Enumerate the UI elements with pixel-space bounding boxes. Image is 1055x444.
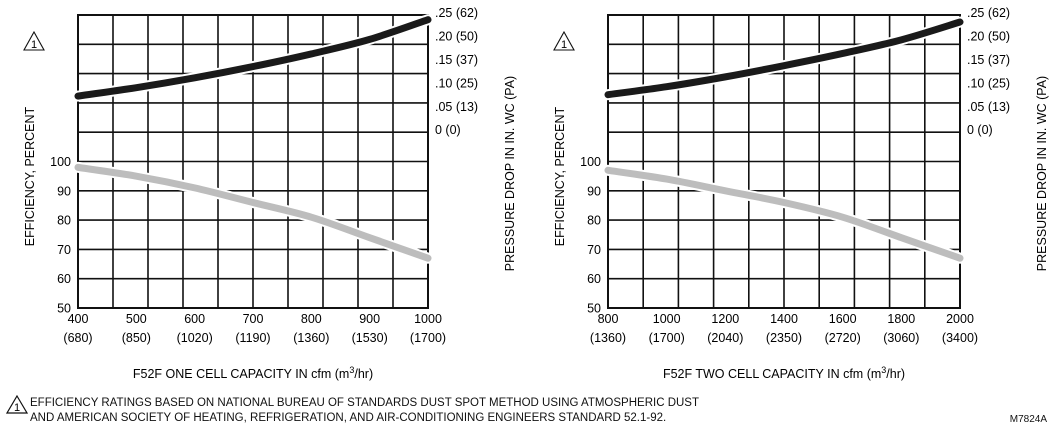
chart2-x-tick-metric-label: (2350) <box>766 331 802 345</box>
chart1-efficiency-tick-label: 50 <box>57 302 71 316</box>
chart2-plot-frame <box>607 14 961 309</box>
chart1-x-tick-label: 500 <box>126 312 147 326</box>
chart1-x-tick-metric-label: (1530) <box>352 331 388 345</box>
chart2-pressure-tick-label: 0 (0) <box>967 123 993 137</box>
chart1-pressure-tick-label: .10 (25) <box>435 76 478 90</box>
chart1-pressure-axis-label: PRESSURE DROP IN IN. WC (PA) <box>503 76 517 271</box>
chart2-efficiency-axis-label: EFFICIENCY, PERCENT <box>553 106 567 246</box>
chart1-x-tick-label: 1000 <box>414 312 442 326</box>
chart2-pressure_drop-line <box>604 18 964 99</box>
chart2-x-tick-metric-label: (1360) <box>590 331 626 345</box>
chart1-x-tick-label: 600 <box>184 312 205 326</box>
chart1-efficiency-tick-label: 70 <box>57 243 71 257</box>
chart2-efficiency-tick-label: 70 <box>587 243 601 257</box>
chart2-pressure-axis-label: PRESSURE DROP IN IN. WC (PA) <box>1035 76 1049 271</box>
chart1-efficiency-tick-label: 80 <box>57 214 71 228</box>
chart1-x-tick-label: 400 <box>68 312 89 326</box>
chart2-x-tick-label: 1200 <box>711 312 739 326</box>
chart1-x-tick-metric-label: (850) <box>122 331 151 345</box>
chart1-x-tick-metric-label: (1360) <box>293 331 329 345</box>
chart1-efficiency-line <box>74 163 432 262</box>
chart2-x-tick-label: 1600 <box>829 312 857 326</box>
footnote-line-2: AND AMERICAN SOCIETY OF HEATING, REFRIGE… <box>30 412 667 424</box>
footnote-triangle-icon: 1 <box>6 395 28 414</box>
chart2-x-tick-label: 1400 <box>770 312 798 326</box>
chart1-efficiency-axis-label: EFFICIENCY, PERCENT <box>23 106 37 246</box>
chart2-efficiency-line <box>604 166 964 262</box>
chart2-footnote-marker: 1 <box>561 39 567 51</box>
chart2-x-tick-label: 800 <box>598 312 619 326</box>
chart1-pressure_drop-line <box>74 16 432 100</box>
chart1-x-tick-label: 700 <box>243 312 264 326</box>
chart2-footnote-triangle-icon <box>553 30 575 51</box>
chart2-x-tick-metric-label: (2040) <box>707 331 743 345</box>
chart1-pressure-tick-label: 0 (0) <box>435 123 461 137</box>
chart2-pressure-tick-label: .20 (50) <box>967 29 1010 43</box>
chart1-x-tick-metric-label: (680) <box>63 331 92 345</box>
figure-code: M7824A <box>1009 414 1047 425</box>
chart2-efficiency-tick-label: 90 <box>587 184 601 198</box>
footnote-marker: 1 <box>14 402 20 414</box>
chart2-pressure-tick-label: .15 (37) <box>967 53 1010 67</box>
chart1-footnote-triangle-icon <box>23 30 45 51</box>
chart2-efficiency-tick-label: 50 <box>587 302 601 316</box>
chart1-plot-frame <box>77 14 429 309</box>
chart2-x-tick-label: 2000 <box>946 312 974 326</box>
chart1-efficiency-tick-label: 90 <box>57 184 71 198</box>
chart1-x-tick-label: 900 <box>359 312 380 326</box>
chart1-efficiency-tick-label: 60 <box>57 272 71 286</box>
chart2-efficiency-tick-label: 80 <box>587 214 601 228</box>
chart2-pressure-tick-label: .05 (13) <box>967 100 1010 114</box>
chart1-x-axis-label: F52F ONE CELL CAPACITY IN cfm (m3/hr) <box>133 365 373 381</box>
chart2-x-tick-label: 1800 <box>887 312 915 326</box>
chart2-x-tick-metric-label: (3400) <box>942 331 978 345</box>
chart1-x-tick-label: 800 <box>301 312 322 326</box>
chart1-pressure-tick-label: .15 (37) <box>435 53 478 67</box>
chart2-x-tick-metric-label: (1700) <box>649 331 685 345</box>
chart2-efficiency-tick-label: 60 <box>587 272 601 286</box>
chart2-pressure-tick-label: .25 (62) <box>967 6 1010 20</box>
chart2-pressure-tick-label: .10 (25) <box>967 76 1010 90</box>
chart2-x-tick-metric-label: (2720) <box>825 331 861 345</box>
chart1-pressure-tick-label: .25 (62) <box>435 6 478 20</box>
chart1-pressure-tick-label: .05 (13) <box>435 100 478 114</box>
chart1-x-tick-metric-label: (1700) <box>410 331 446 345</box>
chart1-footnote-marker: 1 <box>31 39 37 51</box>
footnote-line-1: EFFICIENCY RATINGS BASED ON NATIONAL BUR… <box>30 397 699 409</box>
chart1-x-tick-metric-label: (1020) <box>177 331 213 345</box>
chart2-efficiency-tick-label: 100 <box>580 155 601 169</box>
chart1-efficiency-tick-label: 100 <box>50 155 71 169</box>
chart1-pressure-tick-label: .20 (50) <box>435 29 478 43</box>
chart2-x-tick-label: 1000 <box>653 312 681 326</box>
chart2-x-axis-label: F52F TWO CELL CAPACITY IN cfm (m3/hr) <box>663 365 905 381</box>
chart2-x-tick-metric-label: (3060) <box>883 331 919 345</box>
chart1-x-tick-metric-label: (1190) <box>235 331 270 345</box>
